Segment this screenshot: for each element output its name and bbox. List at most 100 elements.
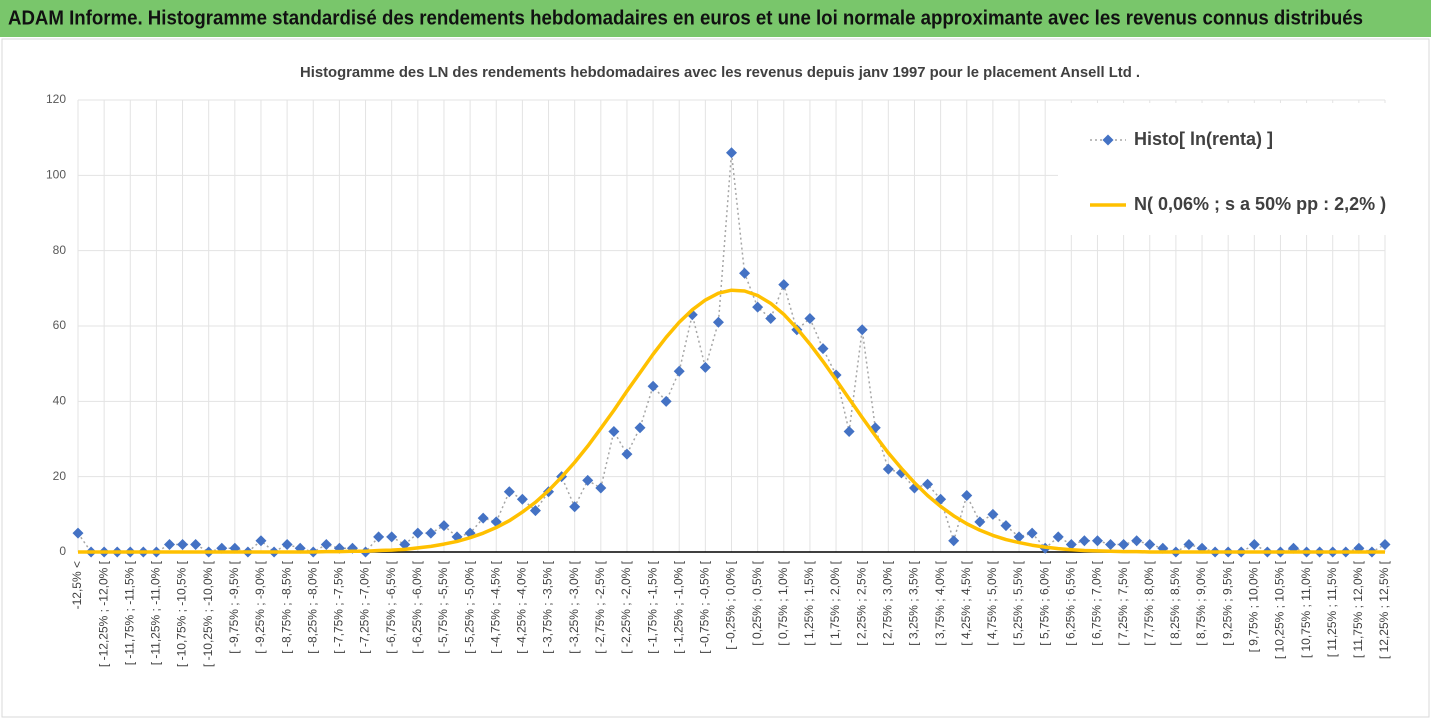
x-tick-label: [ 3,25% ; 3,5% [ (907, 560, 921, 645)
data-point (752, 301, 764, 313)
x-tick-label: [ -7,25% ; -7,0% [ (358, 560, 372, 653)
x-tick-label: [ 7,25% ; 7,5% [ (1116, 560, 1130, 645)
data-point (1379, 538, 1391, 550)
data-point (163, 538, 175, 550)
y-tick-label: 60 (53, 318, 67, 332)
data-point (373, 531, 385, 543)
data-point (1183, 538, 1195, 550)
data-point (974, 516, 986, 528)
data-point (804, 312, 816, 324)
data-point (582, 474, 594, 486)
chart-title: Histogramme des LN des rendements hebdom… (300, 64, 1140, 81)
data-point (1026, 527, 1038, 539)
data-point (281, 538, 293, 550)
x-tick-label: [ 3,75% ; 4,0% [ (933, 560, 947, 645)
y-tick-label: 80 (53, 243, 67, 257)
legend: Histo[ ln(renta) ] N( 0,06% ; s a 50% pp … (1058, 103, 1393, 235)
data-point (843, 425, 855, 437)
series-line (78, 288, 1385, 554)
header-title: ADAM Informe. Histogramme standardisé de… (8, 7, 1363, 29)
data-point (882, 463, 894, 475)
x-tick-label: [ 5,25% ; 5,5% [ (1011, 560, 1025, 645)
data-point (190, 538, 202, 550)
x-tick-label: [ 11,75% ; 12,0% [ (1351, 560, 1365, 658)
data-point (72, 527, 84, 539)
data-point (987, 508, 999, 520)
x-tick-label: [ -10,75% ; -10,5% [ (175, 560, 189, 667)
x-tick-label: [ -4,25% ; -4,0% [ (515, 560, 529, 653)
x-tick-label: [ 10,25% ; 10,5% [ (1273, 560, 1287, 659)
x-tick-label: [ 2,25% ; 2,5% [ (854, 560, 868, 645)
data-point (529, 505, 541, 517)
header-band (0, 0, 1431, 37)
x-tick-label: [ -3,75% ; -3,5% [ (541, 560, 555, 653)
x-tick-label: [ -5,25% ; -5,0% [ (462, 560, 476, 653)
x-tick-label: [ 4,75% ; 5,0% [ (985, 560, 999, 645)
data-point (1078, 535, 1090, 547)
x-tick-label: [ -8,25% ; -8,0% [ (305, 560, 319, 653)
x-tick-label: [ -2,75% ; -2,5% [ (593, 560, 607, 653)
x-tick-label: [ -6,25% ; -6,0% [ (410, 560, 424, 653)
y-tick-label: 120 (46, 92, 66, 106)
series-line (77, 151, 1386, 553)
x-tick-label: [ 11,25% ; 11,5% [ (1325, 560, 1339, 657)
data-point (1118, 538, 1130, 550)
data-point (647, 380, 659, 392)
data-point (961, 490, 973, 501)
data-point (595, 482, 607, 494)
x-tick-label: [ 8,25% ; 8,5% [ (1168, 560, 1182, 645)
x-tick-label: [ -0,25% ; 0,0% [ (724, 560, 738, 649)
data-point (739, 267, 751, 279)
x-tick-label: [ -1,25% ; -1,0% [ (671, 560, 685, 653)
x-tick-label: [ 1,25% ; 1,5% [ (802, 560, 816, 645)
x-tick-label: [ -5,75% ; -5,5% [ (436, 560, 450, 653)
x-tick-label: [ 1,75% ; 2,0% [ (828, 560, 842, 645)
x-tick-label: [ 7,75% ; 8,0% [ (1142, 560, 1156, 645)
x-tick-label: -12,5% < (70, 561, 84, 609)
x-tick-label: [ -8,75% ; -8,5% [ (279, 560, 293, 653)
x-tick-label: [ 9,75% ; 10,0% [ (1246, 560, 1260, 652)
x-tick-label: [ -4,75% ; -4,5% [ (488, 560, 502, 653)
x-tick-label: [ -0,75% ; -0,5% [ (698, 560, 712, 653)
data-point (386, 531, 398, 543)
data-point (608, 425, 620, 437)
x-tick-label: [ -9,25% ; -9,0% [ (253, 560, 267, 653)
x-tick-label: [ -2,25% ; -2,0% [ (619, 560, 633, 653)
data-point (425, 527, 437, 539)
data-point (177, 538, 189, 550)
y-tick-label: 0 (59, 544, 66, 558)
data-point (412, 527, 424, 539)
x-tick-label: [ 9,25% ; 9,5% [ (1220, 560, 1234, 645)
data-point (1091, 535, 1103, 547)
x-tick-label: [ -3,25% ; -3,0% [ (567, 560, 581, 653)
data-point (621, 448, 633, 460)
x-tick-label: [ 5,75% ; 6,0% [ (1037, 560, 1051, 645)
data-point (634, 422, 646, 434)
data-point (712, 316, 724, 328)
x-tick-label: [ 6,25% ; 6,5% [ (1063, 560, 1077, 645)
data-point (1144, 538, 1156, 550)
x-tick-label: [ 12,25% ; 12,5% [ (1377, 560, 1391, 659)
data-point (516, 493, 528, 505)
data-point (922, 478, 934, 490)
data-point (1013, 531, 1025, 543)
y-tick-label: 100 (46, 168, 66, 182)
data-point (673, 365, 685, 377)
data-point (438, 520, 450, 532)
x-tick-label: [ -11,75% ; -11,5% [ (122, 560, 136, 665)
data-point (255, 535, 267, 547)
x-tick-label: [ 0,75% ; 1,0% [ (776, 560, 790, 645)
chart-frame (1, 38, 1430, 718)
x-tick-label: [ -1,75% ; -1,5% [ (645, 560, 659, 653)
data-point (399, 538, 411, 550)
x-tick-label: [ 10,75% ; 11,0% [ (1299, 560, 1313, 658)
x-tick-label: [ 8,75% ; 9,0% [ (1194, 560, 1208, 645)
data-point (1131, 535, 1143, 547)
data-point (1065, 538, 1077, 550)
data-point (569, 501, 581, 513)
legend-marker (1102, 134, 1114, 146)
data-point (320, 538, 332, 550)
x-tick-label: [ -11,25% ; -11,0% [ (149, 560, 163, 665)
x-tick-label: [ -6,75% ; -6,5% [ (384, 560, 398, 653)
